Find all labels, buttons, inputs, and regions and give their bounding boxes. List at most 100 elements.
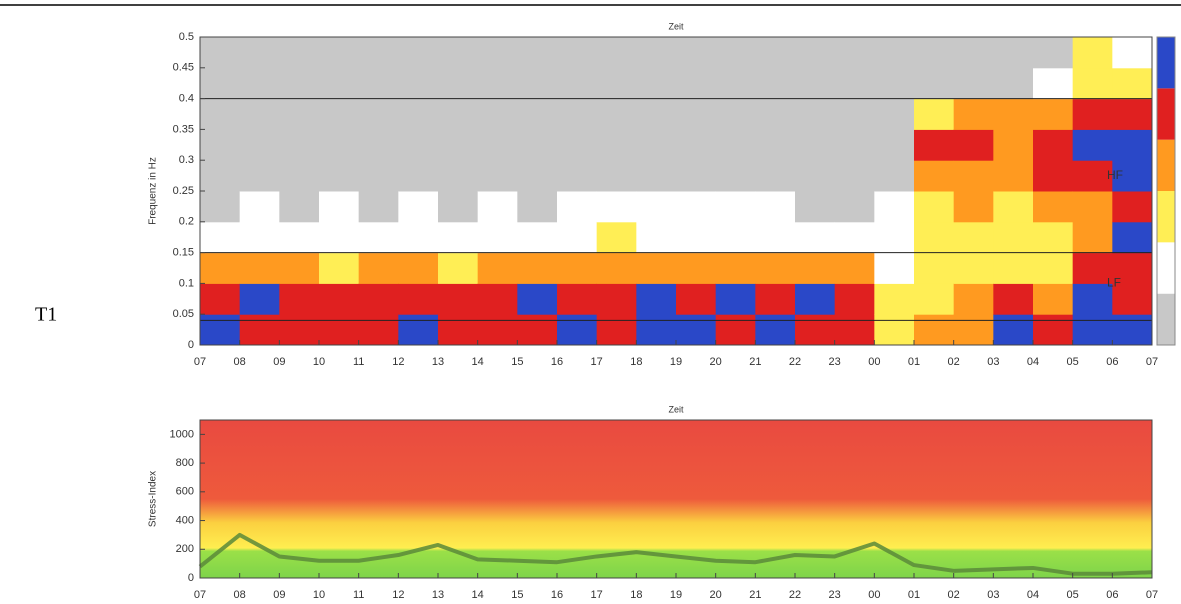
heat-cell (755, 98, 796, 130)
heat-cell (398, 37, 439, 69)
heat-cell (676, 221, 717, 254)
heat-cell (319, 67, 360, 100)
heat-cell (398, 314, 439, 346)
heat-cell (1112, 160, 1153, 192)
heat-cell (596, 221, 637, 254)
y-tick-label: 0 (188, 572, 194, 584)
heat-cell (557, 221, 598, 254)
x-tick-label: 19 (670, 589, 682, 599)
heat-cell (477, 314, 518, 346)
heat-cell (874, 98, 915, 130)
row-label: T1 (35, 304, 57, 326)
x-tick-label: 08 (234, 589, 246, 599)
heat-cell (755, 283, 796, 315)
x-tick-label: 13 (432, 589, 444, 599)
x-tick-label: 09 (273, 589, 285, 599)
heat-cell (319, 160, 360, 192)
heat-cell (834, 191, 875, 223)
x-tick-label: 01 (908, 589, 920, 599)
heat-cell (914, 98, 955, 130)
x-tick-label: 00 (868, 356, 880, 368)
heat-cell (319, 37, 360, 69)
heat-cell (319, 252, 360, 284)
heat-cell (358, 191, 399, 223)
x-tick-label: 07 (194, 356, 206, 368)
y-tick-label: 0.35 (173, 123, 194, 135)
heat-cell (795, 191, 836, 223)
x-tick-label: 22 (789, 356, 801, 368)
x-tick-label: 20 (710, 589, 722, 599)
heat-cell (319, 98, 360, 130)
heat-cell (319, 191, 360, 223)
heat-cell (438, 160, 479, 192)
heat-cell (477, 283, 518, 315)
x-tick-label: 06 (1106, 356, 1118, 368)
heat-cell (1112, 314, 1153, 346)
heat-cell (438, 191, 479, 223)
heat-cell (398, 221, 439, 254)
heat-cell (874, 314, 915, 346)
heat-cell (200, 283, 241, 315)
axis-title: Zeit (668, 21, 684, 31)
heat-cell (636, 129, 677, 161)
heat-cell (358, 252, 399, 284)
heat-cell (517, 252, 558, 284)
heat-cell (1033, 37, 1074, 69)
heat-cell (438, 252, 479, 284)
heat-cell (596, 67, 637, 100)
x-tick-label: 05 (1067, 356, 1079, 368)
heat-cell (993, 191, 1034, 223)
heat-cell (438, 221, 479, 254)
heat-cell (795, 283, 836, 315)
heat-cell (279, 221, 320, 254)
heat-cell (834, 160, 875, 192)
colorbar-step (1157, 242, 1175, 294)
heat-cell (636, 98, 677, 130)
y-tick-label: 0.45 (173, 62, 194, 74)
heat-cell (596, 160, 637, 192)
heat-cell (319, 314, 360, 346)
heat-cell (993, 37, 1034, 69)
heat-cell (636, 37, 677, 69)
heat-cell (517, 160, 558, 192)
heat-cell (358, 221, 399, 254)
x-tick-label: 12 (392, 589, 404, 599)
heat-cell (279, 37, 320, 69)
colorbar-step (1157, 88, 1175, 140)
heat-cell (1072, 98, 1113, 130)
heat-cell (398, 98, 439, 130)
heat-cell (477, 67, 518, 100)
heat-cell (398, 129, 439, 161)
heat-cell (715, 314, 756, 346)
colorbar-step (1157, 37, 1175, 89)
heat-cell (239, 129, 280, 161)
heat-cell (953, 67, 994, 100)
heat-cell (636, 67, 677, 100)
heat-cell (358, 314, 399, 346)
heat-cell (398, 160, 439, 192)
heat-cell (795, 221, 836, 254)
heat-cell (279, 98, 320, 130)
heat-cell (1033, 283, 1074, 315)
heat-cell (477, 160, 518, 192)
heat-cell (874, 37, 915, 69)
heat-cell (279, 129, 320, 161)
band-label: LF (1107, 276, 1121, 290)
band-label: HF (1107, 168, 1123, 182)
x-tick-label: 02 (948, 356, 960, 368)
heat-cell (715, 191, 756, 223)
heat-cell (1112, 129, 1153, 161)
stress-zones (200, 420, 1152, 578)
y-tick-label: 0 (188, 339, 194, 351)
heat-cell (1033, 221, 1074, 254)
heat-cell (1072, 221, 1113, 254)
heat-cell (557, 67, 598, 100)
heat-cell (795, 37, 836, 69)
stress-line (198, 532, 1153, 576)
heat-cell (239, 314, 280, 346)
x-tick-label: 10 (313, 356, 325, 368)
heat-cell (953, 252, 994, 284)
heat-cell (438, 67, 479, 100)
heat-cell (358, 98, 399, 130)
colorbar-step (1157, 191, 1175, 243)
